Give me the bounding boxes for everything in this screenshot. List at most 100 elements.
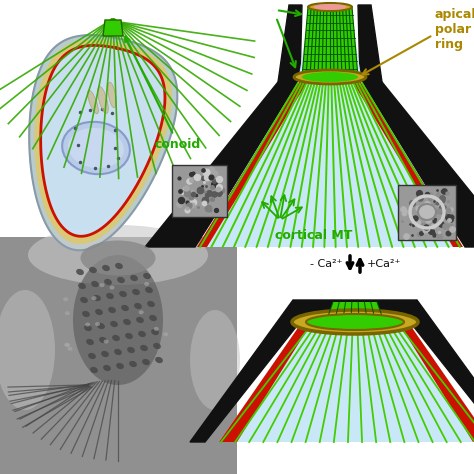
Polygon shape (219, 322, 474, 442)
Polygon shape (103, 20, 123, 36)
Ellipse shape (136, 317, 144, 323)
Ellipse shape (115, 263, 123, 269)
Polygon shape (46, 51, 159, 229)
Ellipse shape (106, 293, 114, 299)
Ellipse shape (73, 255, 163, 385)
Ellipse shape (76, 269, 84, 275)
Ellipse shape (65, 343, 70, 347)
Ellipse shape (308, 3, 352, 11)
Ellipse shape (95, 322, 100, 326)
Polygon shape (197, 7, 463, 247)
Ellipse shape (103, 339, 109, 344)
FancyBboxPatch shape (0, 237, 237, 474)
Ellipse shape (101, 351, 109, 357)
Ellipse shape (82, 311, 90, 317)
Ellipse shape (84, 325, 92, 331)
Polygon shape (410, 300, 474, 442)
Ellipse shape (80, 297, 88, 303)
Ellipse shape (130, 275, 138, 281)
Polygon shape (352, 81, 463, 247)
Ellipse shape (117, 277, 125, 283)
Polygon shape (35, 40, 171, 243)
Ellipse shape (100, 283, 104, 287)
Ellipse shape (97, 323, 105, 329)
Ellipse shape (90, 367, 98, 373)
Ellipse shape (114, 349, 122, 355)
Ellipse shape (149, 315, 157, 321)
Ellipse shape (86, 339, 94, 345)
Ellipse shape (89, 267, 97, 273)
Ellipse shape (102, 265, 110, 271)
Ellipse shape (116, 363, 124, 369)
Text: apical
polar
ring: apical polar ring (435, 8, 474, 51)
Ellipse shape (67, 347, 73, 351)
Polygon shape (145, 82, 300, 247)
Ellipse shape (129, 361, 137, 367)
FancyBboxPatch shape (398, 185, 456, 240)
Ellipse shape (313, 4, 346, 10)
Ellipse shape (108, 307, 116, 313)
Ellipse shape (292, 310, 418, 334)
Ellipse shape (93, 295, 101, 301)
Ellipse shape (190, 310, 240, 410)
Ellipse shape (68, 128, 124, 168)
Ellipse shape (95, 309, 103, 315)
Text: cortical MT: cortical MT (275, 229, 352, 242)
Ellipse shape (147, 301, 155, 307)
Ellipse shape (151, 329, 159, 335)
Ellipse shape (99, 337, 107, 343)
Ellipse shape (138, 331, 146, 337)
FancyBboxPatch shape (237, 237, 474, 474)
Ellipse shape (125, 333, 133, 339)
Ellipse shape (108, 82, 116, 108)
Ellipse shape (144, 282, 149, 286)
Ellipse shape (109, 285, 115, 290)
Ellipse shape (418, 204, 436, 220)
Ellipse shape (119, 291, 127, 297)
Polygon shape (358, 5, 382, 82)
Ellipse shape (302, 72, 358, 82)
Ellipse shape (294, 70, 366, 84)
Ellipse shape (104, 279, 112, 285)
Polygon shape (293, 300, 417, 322)
Ellipse shape (103, 365, 111, 371)
Ellipse shape (0, 290, 55, 410)
Ellipse shape (153, 343, 161, 349)
Text: - Ca²⁺: - Ca²⁺ (310, 259, 343, 269)
Polygon shape (302, 7, 358, 77)
Ellipse shape (110, 321, 118, 327)
Ellipse shape (78, 283, 86, 289)
Ellipse shape (64, 343, 69, 346)
Ellipse shape (81, 240, 155, 275)
FancyBboxPatch shape (172, 165, 227, 217)
Text: conoid: conoid (125, 36, 201, 151)
Ellipse shape (127, 347, 135, 353)
Ellipse shape (28, 225, 208, 285)
Ellipse shape (98, 86, 108, 114)
Ellipse shape (88, 353, 96, 359)
Ellipse shape (62, 122, 130, 174)
Ellipse shape (63, 297, 68, 301)
Polygon shape (398, 322, 474, 442)
Ellipse shape (138, 310, 144, 314)
Polygon shape (29, 35, 177, 250)
Ellipse shape (163, 332, 168, 336)
Ellipse shape (112, 335, 120, 341)
Ellipse shape (88, 90, 99, 114)
Ellipse shape (123, 319, 131, 325)
Ellipse shape (143, 273, 151, 279)
Polygon shape (327, 302, 383, 319)
Polygon shape (197, 81, 308, 247)
Polygon shape (190, 300, 300, 442)
Ellipse shape (91, 281, 99, 287)
Ellipse shape (121, 305, 129, 311)
Ellipse shape (306, 314, 404, 330)
Ellipse shape (142, 359, 150, 365)
Ellipse shape (65, 311, 70, 315)
Ellipse shape (134, 303, 142, 309)
Ellipse shape (155, 357, 163, 363)
Polygon shape (278, 5, 302, 82)
Polygon shape (360, 82, 474, 247)
Ellipse shape (140, 345, 148, 351)
Ellipse shape (154, 327, 159, 331)
